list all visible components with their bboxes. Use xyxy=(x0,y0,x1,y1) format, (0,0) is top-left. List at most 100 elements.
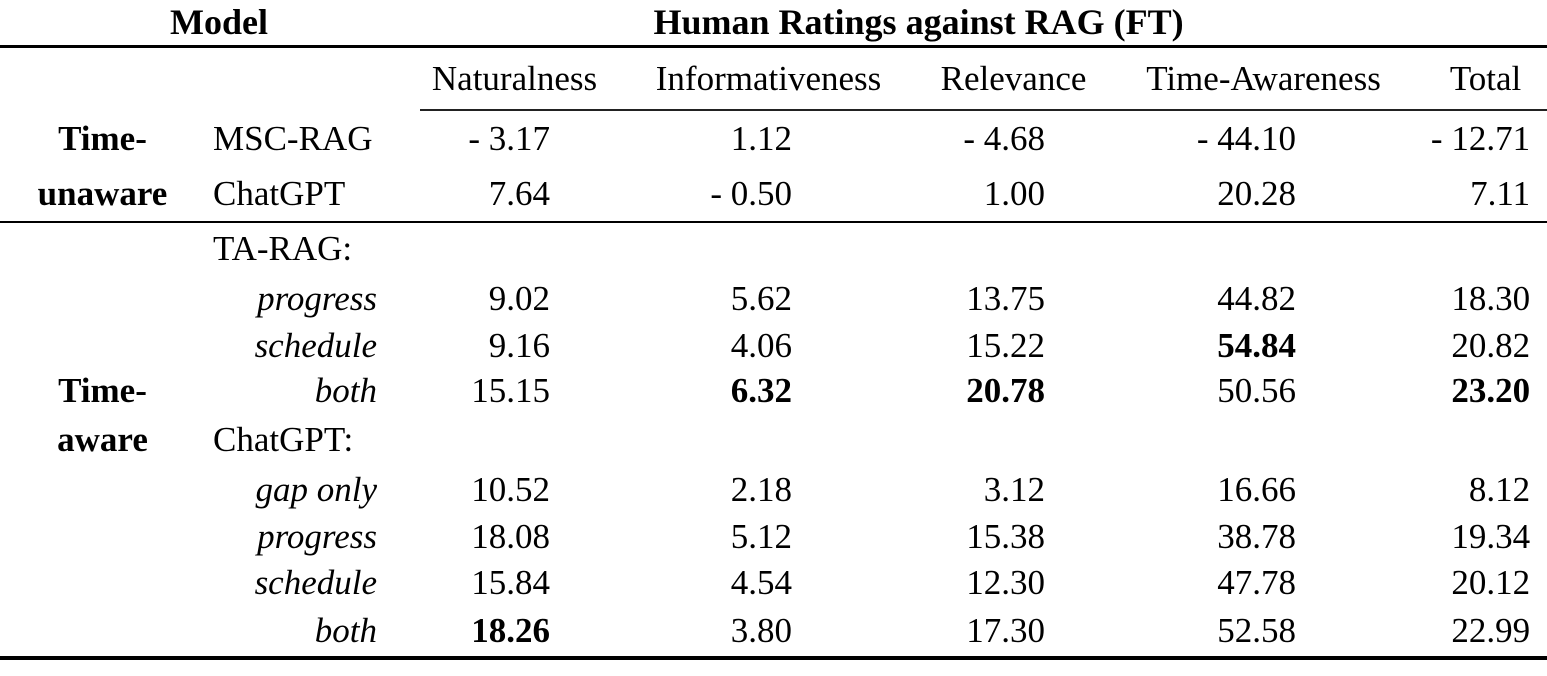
cell-relevance: 15.22 xyxy=(966,326,1046,365)
cell-total: 7.11 xyxy=(1396,166,1547,223)
empty-cell xyxy=(0,46,205,110)
empty-cell xyxy=(0,323,205,368)
table-row-msc-rag: Time- MSC-RAG - 3.17 1.12 - 4.68 - 44.10… xyxy=(0,110,1547,166)
cell-relevance: 1.00 xyxy=(896,166,1132,223)
table-row-ta-rag-schedule: schedule 9.16 4.06 15.22 54.84 20.82 xyxy=(0,323,1547,368)
cell-total: 18.30 xyxy=(1451,279,1531,318)
table-row-chatgpt-progress: progress 18.08 5.12 15.38 38.78 19.34 xyxy=(0,514,1547,559)
model-label: ChatGPT: xyxy=(213,419,354,459)
table-row-chatgpt-both: both 18.26 3.80 17.30 52.58 22.99 xyxy=(0,605,1547,660)
metric-header-informativeness: Informativeness xyxy=(641,46,897,111)
cell-total: 19.34 xyxy=(1451,517,1531,556)
cell-naturalness: - 3.17 xyxy=(468,119,551,158)
human-ratings-table: Model Human Ratings against RAG (FT) Nat… xyxy=(0,0,1547,660)
cell-relevance: 17.30 xyxy=(896,605,1132,660)
table-row-chatgpt-schedule: schedule 15.84 4.54 12.30 47.78 20.12 xyxy=(0,559,1547,605)
cell-naturalness: 10.52 xyxy=(471,470,551,509)
table-row-chatgpt-gap-only: gap only 10.52 2.18 3.12 16.66 8.12 xyxy=(0,465,1547,514)
empty-cell xyxy=(0,559,205,605)
model-variant-label: both xyxy=(314,371,378,410)
empty-cell xyxy=(1396,413,1547,465)
table-row-ta-rag-progress: progress 9.02 5.62 13.75 44.82 18.30 xyxy=(0,274,1547,323)
empty-cell xyxy=(420,222,641,274)
cell-total: 22.99 xyxy=(1396,605,1547,660)
group-label-time-unaware-line2: unaware xyxy=(0,166,205,223)
model-label: TA-RAG: xyxy=(213,229,353,268)
cell-relevance: - 4.68 xyxy=(963,119,1046,158)
empty-cell xyxy=(205,46,420,110)
model-variant-label: gap only xyxy=(255,470,378,509)
empty-cell xyxy=(641,413,896,465)
ratings-group-header: Human Ratings against RAG (FT) xyxy=(420,0,1547,48)
cell-time-awareness: 38.78 xyxy=(1217,517,1297,556)
cell-total: 20.12 xyxy=(1451,562,1531,602)
metric-header-total: Total xyxy=(1396,46,1547,111)
cell-relevance: 15.38 xyxy=(966,517,1046,556)
cell-informativeness: 4.06 xyxy=(730,326,793,365)
cell-naturalness: 9.02 xyxy=(488,279,551,318)
empty-cell xyxy=(420,413,641,465)
cell-naturalness: 7.64 xyxy=(420,166,642,223)
table-row-ta-rag-both: Time- both 15.15 6.32 20.78 50.56 23.20 xyxy=(0,368,1547,413)
empty-cell xyxy=(896,222,1131,274)
cell-informativeness: 6.32 xyxy=(730,371,793,410)
cell-informativeness: 5.62 xyxy=(730,279,793,318)
header-row-metrics: Naturalness Informativeness Relevance Ti… xyxy=(0,46,1547,111)
table-row-chatgpt-aware-header: aware ChatGPT: xyxy=(0,413,1547,465)
empty-cell xyxy=(0,605,205,660)
group-label-time-aware-line2: aware xyxy=(57,419,148,459)
cell-naturalness: 9.16 xyxy=(488,326,551,365)
cell-informativeness: 1.12 xyxy=(730,119,793,158)
cell-informativeness: 3.80 xyxy=(641,605,897,660)
cell-informativeness: - 0.50 xyxy=(641,166,897,223)
cell-total: 20.82 xyxy=(1451,326,1531,365)
model-label: ChatGPT xyxy=(205,166,421,223)
cell-time-awareness: 44.82 xyxy=(1217,279,1297,318)
cell-naturalness: 18.08 xyxy=(471,517,551,556)
model-variant-label: progress xyxy=(257,517,378,556)
cell-informativeness: 2.18 xyxy=(730,470,793,509)
empty-cell xyxy=(0,514,205,559)
cell-time-awareness: 54.84 xyxy=(1217,326,1297,365)
metric-header-relevance: Relevance xyxy=(896,46,1132,111)
cell-time-awareness: 16.66 xyxy=(1217,470,1297,509)
model-variant-label: schedule xyxy=(254,326,378,365)
cell-informativeness: 5.12 xyxy=(730,517,793,556)
empty-cell xyxy=(0,222,205,274)
model-label: MSC-RAG xyxy=(213,118,373,158)
empty-cell xyxy=(896,413,1131,465)
cell-naturalness: 15.84 xyxy=(471,562,551,602)
cell-total: - 12.71 xyxy=(1430,119,1531,158)
cell-relevance: 12.30 xyxy=(966,562,1046,602)
cell-time-awareness: - 44.10 xyxy=(1196,119,1297,158)
header-row-top: Model Human Ratings against RAG (FT) xyxy=(0,0,1547,48)
metric-header-time-awareness: Time-Awareness xyxy=(1131,46,1397,111)
model-column-header: Model xyxy=(0,0,421,48)
cell-relevance: 13.75 xyxy=(966,279,1046,318)
empty-cell xyxy=(1131,222,1396,274)
group-label-time-unaware-line1: Time- xyxy=(58,118,147,158)
cell-time-awareness: 50.56 xyxy=(1217,371,1297,410)
empty-cell xyxy=(0,274,205,323)
table-row-ta-rag-header: TA-RAG: xyxy=(0,222,1547,274)
cell-relevance: 20.78 xyxy=(966,371,1046,410)
cell-time-awareness: 52.58 xyxy=(1131,605,1397,660)
model-variant-label: schedule xyxy=(254,562,378,602)
table-row-chatgpt-unaware: unaware ChatGPT 7.64 - 0.50 1.00 20.28 7… xyxy=(0,166,1547,223)
cell-time-awareness: 20.28 xyxy=(1131,166,1397,223)
group-label-time-aware-line1: Time- xyxy=(58,371,147,410)
cell-naturalness: 18.26 xyxy=(420,605,642,660)
model-variant-label: both xyxy=(205,605,421,660)
metric-header-naturalness: Naturalness xyxy=(420,46,642,111)
empty-cell xyxy=(641,222,896,274)
cell-naturalness: 15.15 xyxy=(471,371,551,410)
cell-relevance: 3.12 xyxy=(983,470,1046,509)
model-variant-label: progress xyxy=(257,279,378,318)
empty-cell xyxy=(1131,413,1396,465)
cell-informativeness: 4.54 xyxy=(730,562,793,602)
cell-time-awareness: 47.78 xyxy=(1217,562,1297,602)
empty-cell xyxy=(0,465,205,514)
cell-total: 8.12 xyxy=(1468,470,1531,509)
cell-total: 23.20 xyxy=(1451,371,1531,410)
empty-cell xyxy=(1396,222,1547,274)
